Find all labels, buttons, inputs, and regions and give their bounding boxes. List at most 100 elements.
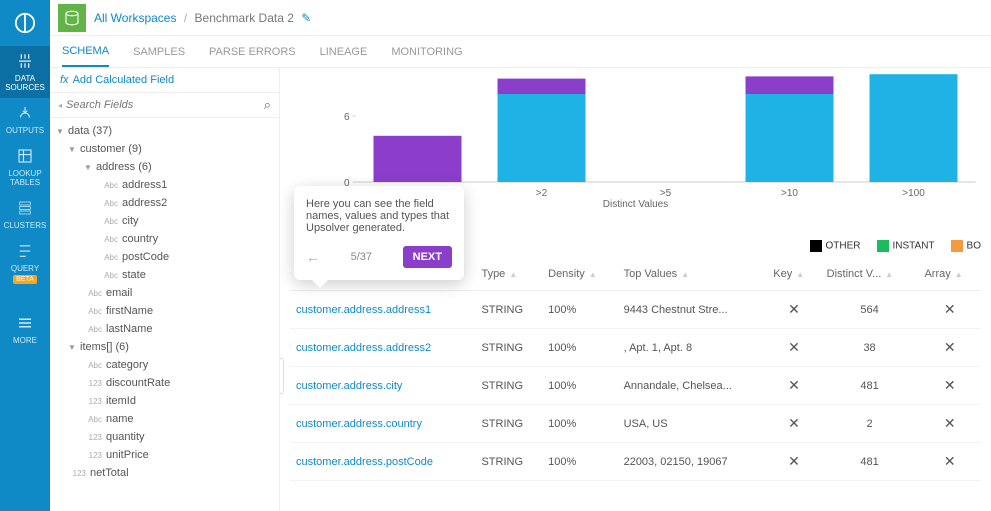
tooltip-step: 5/37 xyxy=(351,251,372,263)
tooltip-back-button[interactable]: ← xyxy=(306,249,320,265)
col-header[interactable]: Key▲ xyxy=(767,258,820,291)
clusters-icon xyxy=(2,199,48,219)
tree-node[interactable]: 123discountRate xyxy=(50,374,279,392)
type-badge: Abc xyxy=(84,325,102,334)
workspace-icon xyxy=(58,4,86,32)
tree-node[interactable]: Abccity xyxy=(50,212,279,230)
tree-node[interactable]: ▼items[] (6) xyxy=(50,338,279,356)
tab-parse-errors[interactable]: PARSE ERRORS xyxy=(209,38,296,66)
tree-label: address2 xyxy=(122,197,167,209)
breadcrumb-root[interactable]: All Workspaces xyxy=(94,11,176,25)
tooltip-next-button[interactable]: NEXT xyxy=(403,246,452,268)
table-row: customer.address.address1STRING100%9443 … xyxy=(290,291,981,329)
type-badge: 123 xyxy=(68,469,86,478)
tree-node[interactable]: ▼data (37) xyxy=(50,122,279,140)
tree-node[interactable]: Abccategory xyxy=(50,356,279,374)
top-bar: All Workspaces / Benchmark Data 2 ✎ xyxy=(50,0,991,36)
tree-node[interactable]: 123netTotal xyxy=(50,464,279,482)
tree-node[interactable]: Abc email xyxy=(50,284,279,302)
type-badge: Abc xyxy=(84,289,102,298)
sort-icon: ▲ xyxy=(796,270,804,279)
legend-item: INSTANT xyxy=(877,240,935,252)
add-calculated-field[interactable]: fx Add Calculated Field xyxy=(50,68,279,93)
tree-node[interactable]: Abc lastName xyxy=(50,320,279,338)
col-header[interactable]: Type▲ xyxy=(475,258,542,291)
cell-top: , Apt. 1, Apt. 8 xyxy=(618,329,768,367)
tree-node[interactable]: AbcfirstName xyxy=(50,302,279,320)
field-tree: ▼data (37)▼customer (9)▼address (6)Abcad… xyxy=(50,118,279,511)
type-badge: 123 xyxy=(84,433,102,442)
tree-label: city xyxy=(122,215,139,227)
field-link[interactable]: customer.address.address1 xyxy=(296,304,431,316)
nav-more[interactable]: MORE xyxy=(0,308,50,351)
onboarding-tooltip: Here you can see the field names, values… xyxy=(294,186,464,280)
cell-distinct: 38 xyxy=(821,329,919,367)
panel-collapse-handle[interactable] xyxy=(280,358,284,394)
cell-type: STRING xyxy=(475,367,542,405)
type-badge: Abc xyxy=(100,199,118,208)
nav-clusters[interactable]: CLUSTERS xyxy=(0,193,50,236)
svg-text:>2: >2 xyxy=(536,188,548,199)
tree-label: email xyxy=(106,287,132,299)
nav-outputs[interactable]: OUTPUTS xyxy=(0,98,50,141)
nav-data-sources[interactable]: DATA SOURCES xyxy=(0,46,50,98)
outputs-icon xyxy=(2,104,48,124)
field-link[interactable]: customer.address.country xyxy=(296,418,422,430)
cell-type: STRING xyxy=(475,443,542,481)
field-link[interactable]: customer.address.address2 xyxy=(296,342,431,354)
type-badge: Abc xyxy=(100,181,118,190)
col-header[interactable]: Array▲ xyxy=(918,258,981,291)
tab-samples[interactable]: SAMPLES xyxy=(133,38,185,66)
tree-node[interactable]: AbcpostCode xyxy=(50,248,279,266)
tree-node[interactable]: Abccountry xyxy=(50,230,279,248)
search-input[interactable] xyxy=(66,99,264,111)
tree-node[interactable]: ▼customer (9) xyxy=(50,140,279,158)
type-badge: Abc xyxy=(100,271,118,280)
nav-lookup-tables[interactable]: LOOKUP TABLES xyxy=(0,141,50,193)
fields-table: Field▲Type▲Density▲Top Values▲Key▲Distin… xyxy=(290,258,981,481)
caret-icon: ▼ xyxy=(68,145,78,154)
tree-node[interactable]: 123 itemId xyxy=(50,392,279,410)
cell-top: 9443 Chestnut Stre... xyxy=(618,291,768,329)
side-nav: DATA SOURCESOUTPUTSLOOKUP TABLESCLUSTERS… xyxy=(0,0,50,511)
caret-icon: ▼ xyxy=(84,163,94,172)
cell-top: USA, US xyxy=(618,405,768,443)
edit-icon[interactable]: ✎ xyxy=(301,11,311,25)
field-link[interactable]: customer.address.postCode xyxy=(296,456,433,468)
tabs-bar: SCHEMA SAMPLES PARSE ERRORS LINEAGE MONITORI… xyxy=(50,36,991,68)
tab-monitoring[interactable]: MONITORING xyxy=(391,38,462,66)
cell-key: ✕ xyxy=(767,291,820,329)
col-header[interactable]: Distinct V...▲ xyxy=(821,258,919,291)
type-badge: Abc xyxy=(84,415,102,424)
sort-icon: ▲ xyxy=(589,270,597,279)
right-panel: 06>2>5>10>100 Distinct Values OTHERINSTA… xyxy=(280,68,991,511)
tree-node[interactable]: Abcaddress1 xyxy=(50,176,279,194)
field-link[interactable]: customer.address.city xyxy=(296,380,402,392)
tree-label: lastName xyxy=(106,323,152,335)
type-badge: 123 xyxy=(84,397,102,406)
tab-lineage[interactable]: LINEAGE xyxy=(320,38,368,66)
cell-type: STRING xyxy=(475,329,542,367)
tree-node[interactable]: 123unitPrice xyxy=(50,446,279,464)
col-header[interactable]: Top Values▲ xyxy=(618,258,768,291)
cell-array: ✕ xyxy=(918,443,981,481)
nav-query[interactable]: QUERYBETA xyxy=(0,236,50,290)
tree-node[interactable]: Abc address2 xyxy=(50,194,279,212)
sort-icon: ▲ xyxy=(681,270,689,279)
search-icon[interactable]: ⌕ xyxy=(264,97,271,113)
tree-node[interactable]: ▼address (6) xyxy=(50,158,279,176)
cell-array: ✕ xyxy=(918,405,981,443)
tree-label: itemId xyxy=(106,395,136,407)
cell-distinct: 481 xyxy=(821,443,919,481)
cell-top: 22003, 02150, 19067 xyxy=(618,443,768,481)
more-icon xyxy=(2,314,48,334)
tree-node[interactable]: Abcstate xyxy=(50,266,279,284)
col-header[interactable]: Density▲ xyxy=(542,258,617,291)
lookup-icon xyxy=(2,147,48,167)
chart-legend: OTHERINSTANTBO xyxy=(810,240,982,252)
tab-schema[interactable]: SCHEMA xyxy=(62,37,109,67)
fields-table-wrap: Field▲Type▲Density▲Top Values▲Key▲Distin… xyxy=(280,258,991,511)
tree-node[interactable]: 123quantity xyxy=(50,428,279,446)
tree-node[interactable]: Abcname xyxy=(50,410,279,428)
cell-type: STRING xyxy=(475,291,542,329)
